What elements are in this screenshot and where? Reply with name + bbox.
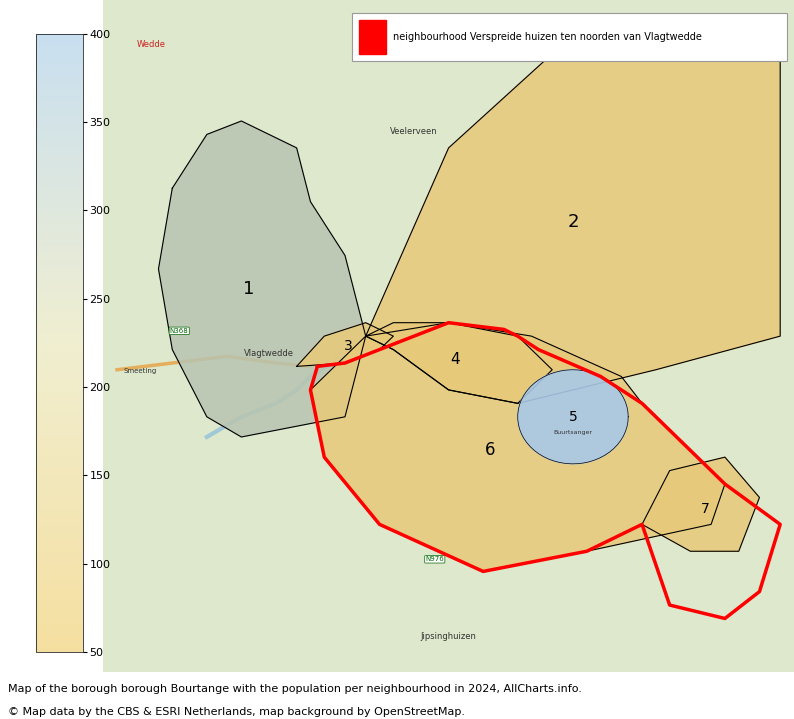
Text: 6: 6 <box>485 441 495 459</box>
Polygon shape <box>310 323 725 572</box>
Polygon shape <box>366 54 781 403</box>
Text: Veelerveen: Veelerveen <box>391 127 437 137</box>
Text: 7: 7 <box>701 502 710 516</box>
Polygon shape <box>366 323 552 403</box>
Polygon shape <box>297 323 393 367</box>
Text: N976: N976 <box>426 557 444 562</box>
Text: Map of the borough borough Bourtange with the population per neighbourhood in 20: Map of the borough borough Bourtange wit… <box>8 684 582 694</box>
Polygon shape <box>518 370 628 464</box>
Bar <box>359 20 387 54</box>
Text: Wedde: Wedde <box>137 40 166 49</box>
Text: 1: 1 <box>243 280 254 298</box>
Polygon shape <box>642 457 759 551</box>
Text: Jipsinghuizen: Jipsinghuizen <box>421 632 476 641</box>
Text: 2: 2 <box>567 213 579 231</box>
Text: Vlagtwedde: Vlagtwedde <box>244 349 294 358</box>
Text: 3: 3 <box>344 339 353 353</box>
Text: Buurtsanger: Buurtsanger <box>553 430 592 434</box>
Text: 4: 4 <box>451 352 461 367</box>
Text: © Map data by the CBS & ESRI Netherlands, map background by OpenStreetMap.: © Map data by the CBS & ESRI Netherlands… <box>8 707 465 718</box>
Text: Smeeting: Smeeting <box>124 368 157 374</box>
Text: 5: 5 <box>569 410 577 423</box>
FancyBboxPatch shape <box>352 14 787 60</box>
Text: neighbourhood Verspreide huizen ten noorden van Vlagtwedde: neighbourhood Verspreide huizen ten noor… <box>393 32 702 42</box>
Polygon shape <box>159 121 366 437</box>
Text: N368: N368 <box>170 328 189 334</box>
